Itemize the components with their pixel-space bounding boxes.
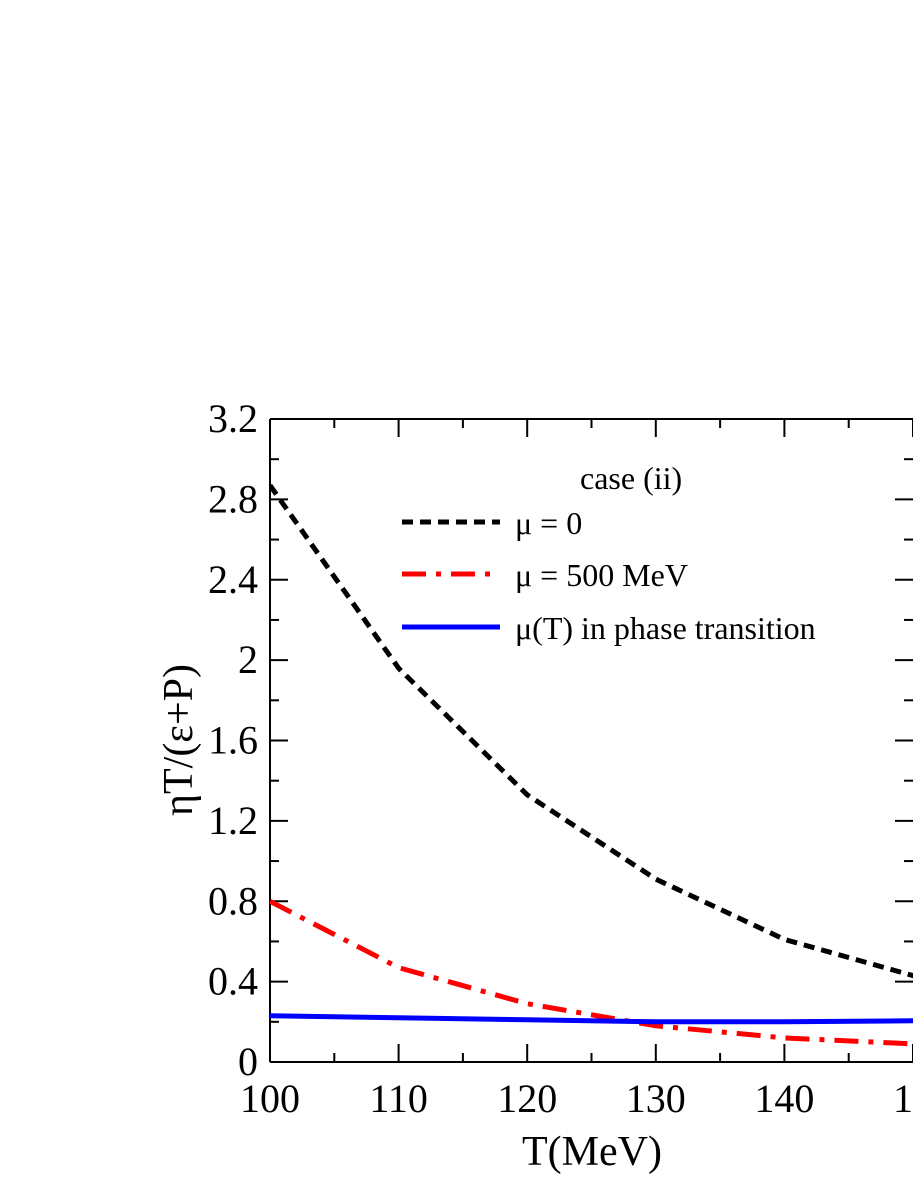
y-tick-label: 0.8 [208,878,258,923]
y-tick-label: 2.8 [208,476,258,521]
x-tick-label: 100 [240,1076,300,1121]
x-tick-label: 15 [893,1076,913,1121]
y-tick-label: 3.2 [208,396,258,441]
x-tick-label: 130 [626,1076,686,1121]
legend-label-mu-0: μ = 0 [515,505,582,541]
series-group [270,483,913,1047]
legend-label-mu-t: μ(T) in phase transition [515,610,816,646]
y-tick-label: 2 [238,637,258,682]
series-mu-t-line [270,1013,913,1025]
x-tick-label: 120 [497,1076,557,1121]
y-tick-label: 1.2 [208,798,258,843]
series-mu-500-line [270,899,913,1047]
y-tick-label: 2.4 [208,557,258,602]
ticks [269,418,913,1063]
y-tick-label: 0 [238,1039,258,1084]
y-axis-title: ηT/(ε+P) [156,664,202,816]
case-annotation: case (ii) [580,460,682,496]
axes [269,418,913,1063]
series-mu-0-line [270,483,913,979]
y-tick-label: 1.6 [208,718,258,763]
x-tick-label: 140 [754,1076,814,1121]
tick-labels: 1001101201301401500.40.81.21.622.42.83.2 [208,396,913,1121]
legend-label-mu-500: μ = 500 MeV [515,557,688,593]
legend: case (ii) μ = 0 μ = 500 MeV μ(T) in phas… [402,460,816,646]
x-tick-label: 110 [369,1076,428,1121]
y-tick-label: 0.4 [208,959,258,1004]
x-axis-title: T(MeV) [522,1129,662,1175]
